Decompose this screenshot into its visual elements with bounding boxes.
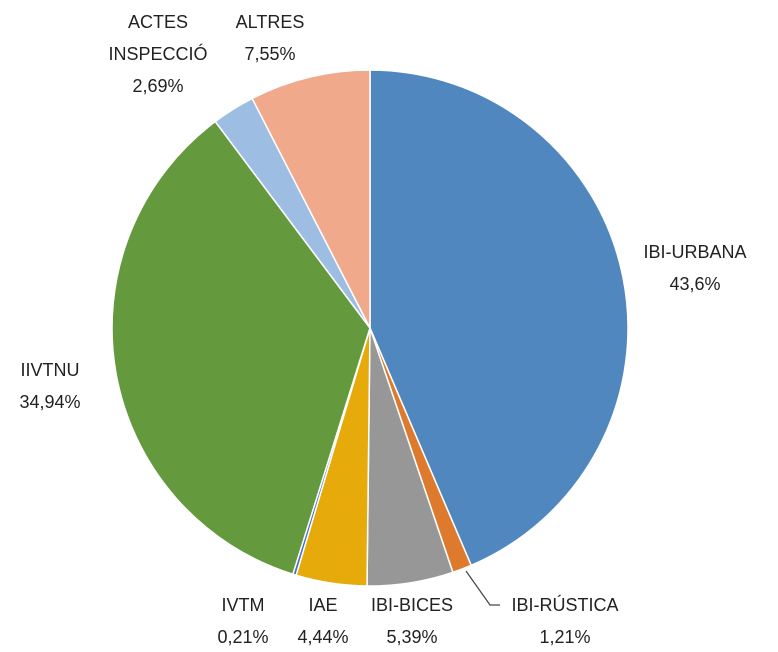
- slice-label: ALTRES 7,55%: [210, 6, 330, 70]
- slice-label: IBI-URBANA 43,6%: [615, 236, 775, 300]
- pie-slice: [251, 69, 371, 329]
- value-label: 4,44%: [297, 627, 349, 647]
- value-label: 1,21%: [539, 627, 591, 647]
- value-label: 43,6%: [669, 274, 721, 294]
- category-label: IBI-RÚSTICA: [511, 595, 619, 615]
- slice-label: ACTES INSPECCIÓ 2,69%: [96, 6, 221, 102]
- value-label: 34,94%: [19, 392, 81, 412]
- slice-label: IAE 4,44%: [283, 589, 363, 652]
- category-label: IIVTNU: [20, 360, 80, 380]
- slice-label: IBI-RÚSTICA 1,21%: [485, 589, 645, 652]
- category-label: IBI-URBANA: [643, 242, 747, 262]
- category-label: IAE: [308, 595, 338, 615]
- value-label: 2,69%: [132, 76, 184, 96]
- slice-label: IVTM 0,21%: [203, 589, 283, 652]
- pie-slice: [111, 120, 371, 576]
- slice-label: IBI-BICES 5,39%: [352, 589, 472, 652]
- value-label: 5,39%: [386, 627, 438, 647]
- value-label: 7,55%: [244, 44, 296, 64]
- value-label: 0,21%: [217, 627, 269, 647]
- category-label: IVTM: [221, 595, 265, 615]
- pie-slice: [369, 69, 629, 567]
- slice-label: IIVTNU 34,94%: [0, 354, 105, 418]
- category-label: ACTES INSPECCIÓ: [108, 12, 208, 64]
- category-label: IBI-BICES: [370, 595, 454, 615]
- leader-line: [465, 570, 500, 606]
- category-label: ALTRES: [235, 12, 305, 32]
